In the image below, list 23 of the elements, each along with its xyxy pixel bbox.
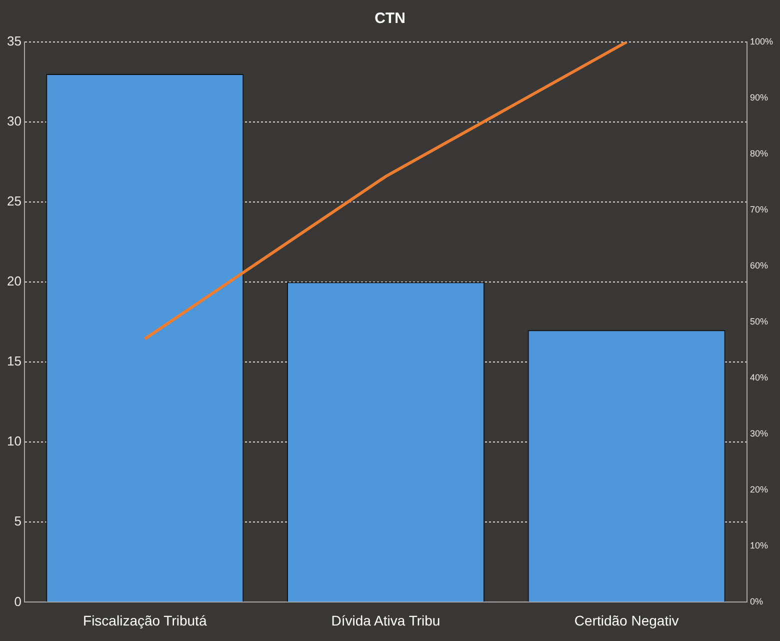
y2-tick-label: 70% (750, 204, 768, 215)
y-tick-label: 15 (6, 354, 22, 369)
y2-tick-label: 20% (750, 484, 768, 495)
y2-tick-label: 10% (750, 540, 768, 551)
y-tick-label: 5 (14, 514, 22, 529)
y-tick-label: 25 (6, 194, 22, 209)
y2-tick-label: 0% (750, 596, 763, 607)
y2-tick-label: 100% (750, 36, 774, 46)
y2-tick-label: 60% (750, 260, 768, 271)
y2-tick-label: 80% (750, 148, 768, 159)
y-tick-label: 0 (14, 594, 22, 609)
x-tick-label: Certidão Negativ (574, 612, 679, 628)
y2-tick-label: 30% (750, 428, 768, 439)
y2-tick-label: 40% (750, 372, 768, 383)
x-tick-label: Dívida Ativa Tribu (331, 612, 440, 628)
y-tick-label: 30 (6, 114, 22, 129)
y-tick-label: 10 (6, 434, 22, 449)
x-tick-label: Fiscalização Tributá (83, 612, 207, 628)
y2-tick-label: 90% (750, 92, 768, 103)
y-tick-label: 35 (6, 34, 22, 49)
chart-title: CTN (374, 10, 406, 28)
y2-tick-label: 50% (750, 316, 768, 327)
y-tick-label: 20 (6, 274, 22, 289)
